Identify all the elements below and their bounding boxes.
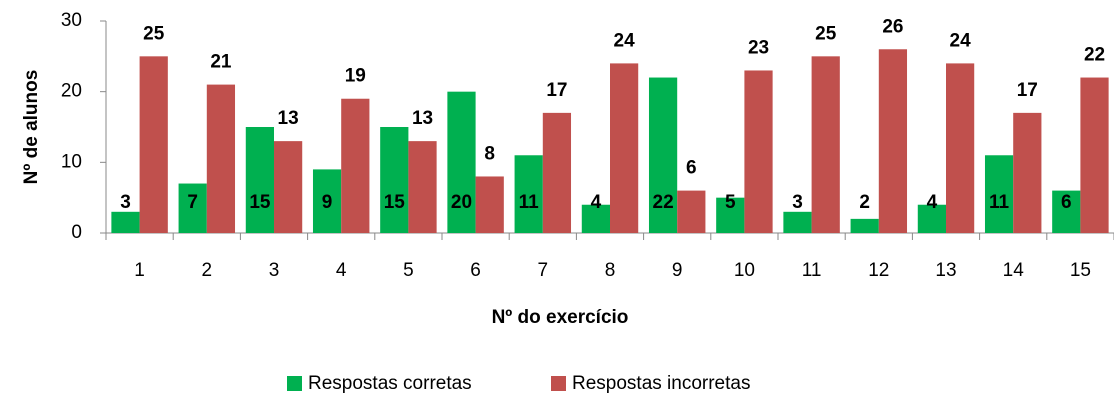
- data-label: 7: [187, 192, 198, 213]
- bar: [677, 190, 706, 233]
- data-label: 17: [546, 80, 567, 101]
- data-label: 13: [278, 108, 299, 129]
- data-label: 4: [591, 192, 602, 213]
- bar: [475, 176, 504, 233]
- data-label: 21: [210, 52, 232, 73]
- data-label: 11: [989, 192, 1010, 213]
- bar: [542, 112, 572, 233]
- bar: [245, 127, 274, 233]
- y-tick-label: 20: [61, 81, 82, 102]
- x-tick-label: 11: [802, 260, 822, 281]
- data-label: 26: [882, 16, 903, 37]
- bar: [581, 204, 610, 233]
- bar: [984, 155, 1014, 233]
- bar: [811, 56, 840, 234]
- data-label: 6: [686, 158, 697, 179]
- bar: [716, 197, 745, 233]
- bar: [783, 211, 812, 233]
- bar: [408, 141, 437, 233]
- x-tick-label: 6: [470, 260, 481, 281]
- bar: [917, 204, 946, 233]
- x-tick-label: 8: [605, 260, 616, 281]
- x-tick-label: 2: [202, 260, 213, 281]
- data-label: 3: [120, 192, 131, 213]
- data-label: 3: [792, 192, 803, 213]
- x-tick-label: 4: [336, 260, 347, 281]
- bar: [946, 63, 975, 234]
- x-tick-label: 3: [269, 260, 280, 281]
- data-label: 20: [451, 192, 472, 213]
- bar: [850, 218, 879, 233]
- bar: [178, 183, 207, 233]
- bar: [878, 49, 908, 234]
- bar: [341, 98, 370, 233]
- data-label: 13: [412, 108, 433, 129]
- legend-label: Respostas incorretas: [572, 373, 750, 394]
- legend-swatch: [551, 376, 566, 391]
- x-tick-label: 9: [672, 260, 683, 281]
- bar: [514, 155, 543, 233]
- data-label: 5: [725, 192, 736, 213]
- data-label: 9: [322, 192, 333, 213]
- data-label: 25: [143, 23, 165, 44]
- bar: [1013, 112, 1042, 233]
- data-label: 25: [815, 23, 837, 44]
- data-label: 24: [950, 30, 972, 51]
- bar: [610, 63, 639, 234]
- data-label: 6: [1061, 192, 1072, 213]
- data-label: 8: [484, 143, 495, 164]
- x-axis-title: Nº do exercício: [492, 307, 629, 328]
- bar: [744, 70, 773, 233]
- data-label: 19: [345, 66, 366, 87]
- bar: [139, 56, 168, 234]
- data-label: 22: [653, 192, 674, 213]
- bar: [1080, 77, 1109, 234]
- data-label: 15: [384, 192, 406, 213]
- data-label: 22: [1084, 45, 1105, 66]
- data-label: 15: [249, 192, 271, 213]
- legend-swatch: [287, 376, 302, 391]
- y-tick-label: 30: [61, 10, 82, 31]
- bar: [447, 91, 476, 234]
- data-label: 4: [927, 192, 938, 213]
- bar: [312, 169, 342, 233]
- data-label: 17: [1017, 80, 1038, 101]
- x-tick-label: 15: [1070, 260, 1091, 281]
- bar: [648, 77, 678, 234]
- bar: [206, 84, 236, 233]
- y-tick-label: 0: [71, 222, 82, 243]
- x-tick-label: 12: [868, 260, 889, 281]
- bar: [1052, 190, 1081, 233]
- y-axis-title: Nº de alunos: [21, 70, 42, 185]
- x-tick-label: 1: [134, 260, 145, 281]
- y-tick-label: 10: [61, 151, 82, 172]
- x-tick-label: 14: [1003, 260, 1025, 281]
- bar: [274, 141, 303, 233]
- bar: [380, 127, 409, 233]
- data-label: 2: [859, 192, 870, 213]
- data-label: 23: [748, 37, 769, 58]
- data-label: 11: [519, 192, 540, 213]
- x-tick-label: 13: [935, 260, 956, 281]
- x-tick-label: 7: [538, 260, 549, 281]
- data-label: 24: [614, 30, 636, 51]
- bar: [111, 211, 140, 233]
- x-tick-label: 5: [403, 260, 414, 281]
- legend-label: Respostas corretas: [308, 373, 472, 394]
- x-tick-label: 10: [734, 260, 755, 281]
